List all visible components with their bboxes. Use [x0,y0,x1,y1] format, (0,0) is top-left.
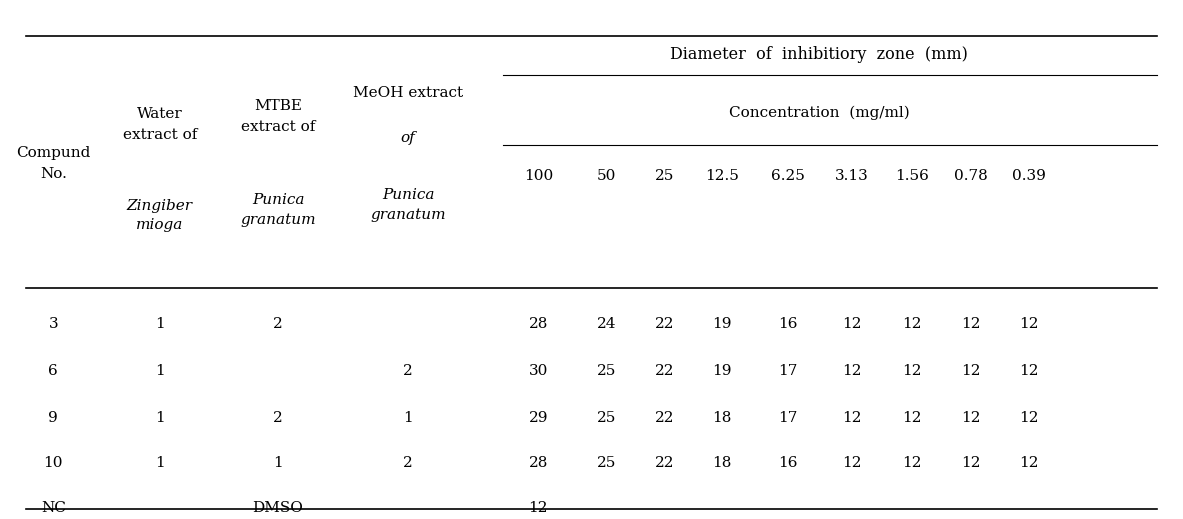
Text: 17: 17 [778,364,797,378]
Text: 12: 12 [842,456,861,470]
Text: 25: 25 [597,411,616,425]
Text: Diameter  of  inhibitiory  zone  (mm): Diameter of inhibitiory zone (mm) [671,46,968,63]
Text: 0.39: 0.39 [1013,170,1046,183]
Text: 24: 24 [597,318,616,331]
Text: 0.78: 0.78 [955,170,988,183]
Text: 19: 19 [712,364,731,378]
Text: 12: 12 [842,411,861,425]
Text: 22: 22 [655,364,674,378]
Text: Water
extract of: Water extract of [123,107,196,142]
Text: 28: 28 [529,318,548,331]
Text: 19: 19 [712,318,731,331]
Text: 30: 30 [529,364,548,378]
Text: 28: 28 [529,456,548,470]
Text: 12: 12 [842,318,861,331]
Text: Punica
granatum: Punica granatum [240,194,316,227]
Text: MTBE
extract of: MTBE extract of [241,100,315,134]
Text: 12: 12 [1020,318,1039,331]
Text: 1: 1 [155,318,164,331]
Text: 2: 2 [403,456,413,470]
Text: 3: 3 [49,318,58,331]
Text: 25: 25 [597,364,616,378]
Text: 12: 12 [1020,364,1039,378]
Text: 12: 12 [903,318,922,331]
Text: 12: 12 [962,318,981,331]
Text: 6.25: 6.25 [771,170,804,183]
Text: 22: 22 [655,411,674,425]
Text: 1: 1 [155,411,164,425]
Text: 18: 18 [712,456,731,470]
Text: of: of [401,131,415,144]
Text: 1: 1 [403,411,413,425]
Text: 9: 9 [49,411,58,425]
Text: Concentration  (mg/ml): Concentration (mg/ml) [729,106,910,120]
Text: 12: 12 [962,456,981,470]
Text: 25: 25 [597,456,616,470]
Text: 1.56: 1.56 [896,170,929,183]
Text: Punica
granatum: Punica granatum [370,188,446,222]
Text: 16: 16 [778,456,797,470]
Text: 10: 10 [44,456,63,470]
Text: 22: 22 [655,318,674,331]
Text: 2: 2 [273,411,283,425]
Text: 22: 22 [655,456,674,470]
Text: 12: 12 [962,411,981,425]
Text: 1: 1 [155,364,164,378]
Text: 100: 100 [524,170,552,183]
Text: 12.5: 12.5 [705,170,738,183]
Text: 12: 12 [1020,456,1039,470]
Text: 17: 17 [778,411,797,425]
Text: 1: 1 [155,456,164,470]
Text: 12: 12 [529,501,548,514]
Text: NC: NC [40,501,66,514]
Text: MeOH extract: MeOH extract [353,87,464,100]
Text: 16: 16 [778,318,797,331]
Text: 2: 2 [273,318,283,331]
Text: 29: 29 [529,411,548,425]
Text: 12: 12 [1020,411,1039,425]
Text: Compund
No.: Compund No. [17,146,90,181]
Text: Zingiber
mioga: Zingiber mioga [127,199,193,232]
Text: 3.13: 3.13 [835,170,868,183]
Text: 25: 25 [655,170,674,183]
Text: 12: 12 [903,364,922,378]
Text: 12: 12 [903,411,922,425]
Text: 12: 12 [842,364,861,378]
Text: 18: 18 [712,411,731,425]
Text: DMSO: DMSO [252,501,304,514]
Text: 50: 50 [597,170,616,183]
Text: 12: 12 [962,364,981,378]
Text: 6: 6 [49,364,58,378]
Text: 2: 2 [403,364,413,378]
Text: 12: 12 [903,456,922,470]
Text: 1: 1 [273,456,283,470]
